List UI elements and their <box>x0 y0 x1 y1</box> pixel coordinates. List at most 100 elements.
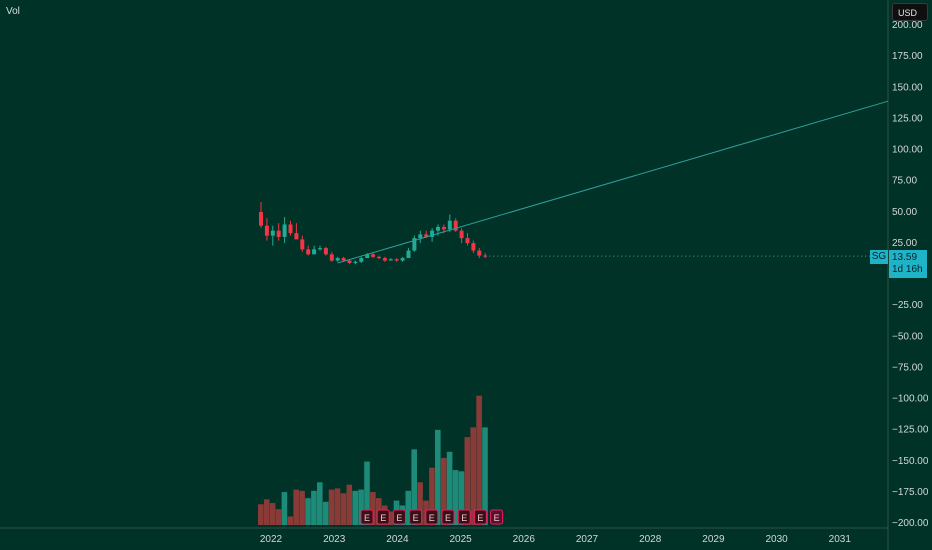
volume-bar <box>346 484 353 525</box>
candle-body[interactable] <box>394 259 399 261</box>
volume-bar <box>311 490 317 525</box>
candle-body[interactable] <box>406 250 411 259</box>
volume-bar <box>405 490 412 525</box>
candle-body[interactable] <box>388 259 393 261</box>
earnings-marker[interactable] <box>409 509 423 525</box>
symbol-tag: SG <box>870 250 888 264</box>
candle-body[interactable] <box>300 239 305 250</box>
time-axis-label: 2024 <box>386 534 409 545</box>
volume-bar <box>482 427 488 525</box>
earnings-marker[interactable] <box>376 509 390 525</box>
volume-bar <box>435 429 441 525</box>
volume-bar <box>334 488 341 525</box>
price-axis-label: 125.00 <box>892 113 923 124</box>
volume-bar <box>352 490 358 525</box>
price-axis-label: 100.00 <box>892 145 923 156</box>
candle-body[interactable] <box>359 258 364 262</box>
earnings-marker-label: E <box>445 513 451 523</box>
candle-body[interactable] <box>264 225 269 236</box>
candle-body[interactable] <box>412 238 417 251</box>
candle-body[interactable] <box>453 220 458 231</box>
volume-bar <box>358 489 364 525</box>
volume-bar <box>317 482 323 525</box>
volume-bar <box>464 437 471 525</box>
earnings-marker-label: E <box>364 513 370 523</box>
volume-bar <box>470 427 476 525</box>
candle-body[interactable] <box>477 250 482 256</box>
time-axis-label: 2030 <box>765 534 788 545</box>
candle-body[interactable] <box>377 256 381 259</box>
candle-body[interactable] <box>282 224 287 237</box>
earnings-marker[interactable] <box>425 509 439 525</box>
volume-bar <box>446 451 453 525</box>
candle-body[interactable] <box>335 258 340 261</box>
candle-body[interactable] <box>382 258 387 261</box>
candle-body[interactable] <box>418 234 423 239</box>
price-axis-label: −150.00 <box>892 456 929 467</box>
candle-body[interactable] <box>441 226 446 230</box>
volume-bar <box>417 482 423 525</box>
candle-body[interactable] <box>436 226 440 231</box>
candle-body[interactable] <box>459 230 464 239</box>
earnings-marker[interactable] <box>457 509 471 525</box>
candle-body[interactable] <box>288 224 293 234</box>
earnings-marker[interactable] <box>360 509 374 525</box>
candle-body[interactable] <box>259 211 263 226</box>
candle-body[interactable] <box>270 230 275 236</box>
price-axis-label: −200.00 <box>892 518 929 529</box>
volume-bar <box>364 461 370 525</box>
earnings-marker[interactable] <box>441 509 455 525</box>
time-axis-label: 2022 <box>260 534 283 545</box>
candle-body[interactable] <box>323 248 328 255</box>
candle-body[interactable] <box>341 258 346 261</box>
earnings-marker-label: E <box>396 513 402 523</box>
price-axis-label: 175.00 <box>892 51 923 62</box>
trendline[interactable] <box>337 100 889 264</box>
candle-body[interactable] <box>447 220 452 230</box>
candle-body[interactable] <box>318 248 322 250</box>
price-axis-label: −125.00 <box>892 425 929 436</box>
price-axis-label: −75.00 <box>892 362 923 373</box>
price-axis-label: −175.00 <box>892 487 929 498</box>
candle-body[interactable] <box>329 254 334 261</box>
price-axis-label: −50.00 <box>892 331 923 342</box>
earnings-marker-label: E <box>429 513 435 523</box>
volume-bar <box>370 492 376 525</box>
bar-countdown: 1d 16h <box>892 264 923 275</box>
candle-body[interactable] <box>312 249 317 255</box>
currency-button[interactable]: USD <box>892 3 928 21</box>
candle-body[interactable] <box>294 233 299 240</box>
volume-bar <box>476 395 482 525</box>
earnings-marker[interactable] <box>473 509 487 525</box>
price-axis-label: 200.00 <box>892 20 923 31</box>
time-axis-label: 2028 <box>639 534 662 545</box>
earnings-marker[interactable] <box>490 509 504 525</box>
candle-body[interactable] <box>365 254 370 259</box>
candle-body[interactable] <box>276 230 281 237</box>
candle-body[interactable] <box>471 243 476 251</box>
candle-body[interactable] <box>306 249 311 255</box>
candle-body[interactable] <box>424 234 429 237</box>
volume-bar <box>281 492 288 525</box>
volume-bar <box>340 493 347 525</box>
volume-bar <box>293 489 299 525</box>
candle-body[interactable] <box>371 254 376 257</box>
candle-body[interactable] <box>430 230 435 237</box>
candle-body[interactable] <box>465 238 470 244</box>
price-axis-label: 150.00 <box>892 82 923 93</box>
price-axis-label: 50.00 <box>892 207 917 218</box>
volume-indicator-label[interactable]: Vol <box>6 6 20 17</box>
last-price-value: 13.59 <box>892 252 918 263</box>
volume-bar <box>440 457 447 525</box>
volume-bar <box>452 470 459 525</box>
price-axis-label: 75.00 <box>892 176 917 187</box>
earnings-marker[interactable] <box>392 509 406 525</box>
volume-bar <box>429 467 435 525</box>
earnings-marker-label: E <box>380 513 386 523</box>
last-price-tag: 13.59 1d 16h <box>889 250 927 278</box>
volume-bar <box>287 516 294 525</box>
candle-body[interactable] <box>353 261 358 264</box>
candle-body[interactable] <box>347 260 352 264</box>
candle-body[interactable] <box>400 258 405 261</box>
